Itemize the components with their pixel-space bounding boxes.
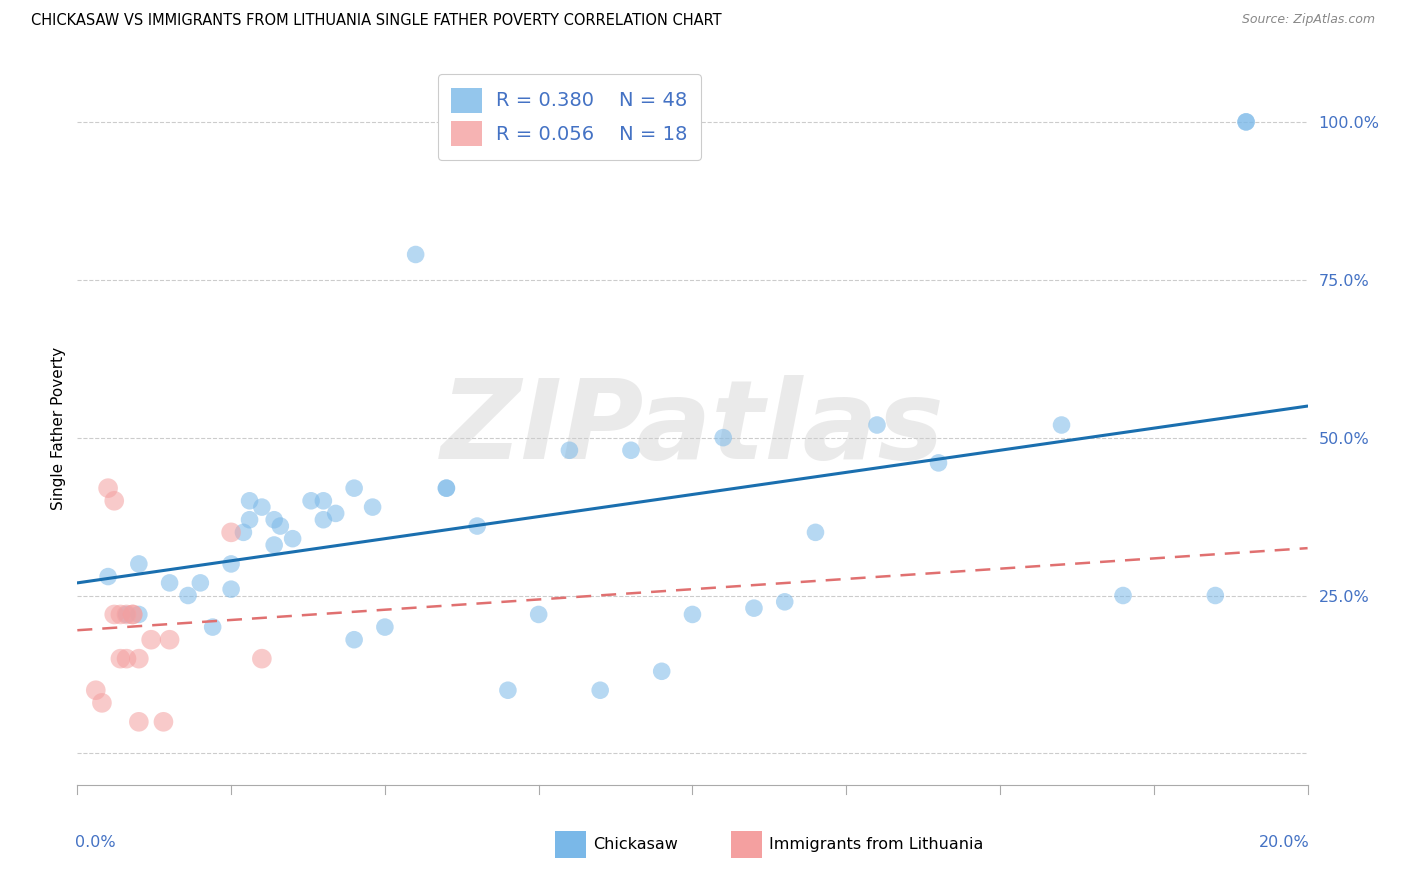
Point <box>110 607 132 622</box>
Point <box>436 481 458 495</box>
Point <box>651 665 673 679</box>
Point <box>128 714 150 729</box>
Point <box>159 632 181 647</box>
Text: Chickasaw: Chickasaw <box>593 838 678 852</box>
Point <box>84 683 107 698</box>
Point <box>1204 589 1226 603</box>
Text: Source: ZipAtlas.com: Source: ZipAtlas.com <box>1241 13 1375 27</box>
Point <box>1112 589 1135 603</box>
Point <box>325 507 347 521</box>
Point <box>928 456 950 470</box>
Point <box>110 651 132 665</box>
Point <box>97 481 120 495</box>
Point <box>711 431 734 445</box>
Point <box>201 620 224 634</box>
Point <box>219 582 242 597</box>
Point <box>128 607 150 622</box>
Point <box>312 493 335 508</box>
Point <box>374 620 396 634</box>
Point <box>269 519 291 533</box>
Point <box>219 525 242 540</box>
Point <box>343 481 366 495</box>
Point <box>219 557 242 571</box>
Point <box>239 493 262 508</box>
Point <box>527 607 550 622</box>
Point <box>263 538 285 552</box>
Point <box>773 595 796 609</box>
Point <box>121 607 143 622</box>
Point <box>115 607 138 622</box>
Point <box>1050 417 1073 432</box>
Point <box>115 651 138 665</box>
Legend: R = 0.380    N = 48, R = 0.056    N = 18: R = 0.380 N = 48, R = 0.056 N = 18 <box>437 74 702 160</box>
Point <box>115 607 138 622</box>
Point <box>804 525 827 540</box>
Point <box>128 557 150 571</box>
Point <box>103 607 125 622</box>
Point <box>152 714 174 729</box>
Point <box>97 569 120 583</box>
Point <box>465 519 488 533</box>
Point <box>103 493 125 508</box>
Point <box>312 513 335 527</box>
Point <box>299 493 322 508</box>
Text: 0.0%: 0.0% <box>75 835 115 850</box>
Text: 20.0%: 20.0% <box>1260 835 1310 850</box>
Point <box>281 532 304 546</box>
Point <box>1234 115 1257 129</box>
Point <box>250 500 273 514</box>
Point <box>121 607 143 622</box>
Point <box>188 575 212 590</box>
Point <box>90 696 114 710</box>
Point <box>682 607 704 622</box>
Point <box>343 632 366 647</box>
Text: Immigrants from Lithuania: Immigrants from Lithuania <box>769 838 983 852</box>
Point <box>1234 115 1257 129</box>
Point <box>159 575 181 590</box>
Point <box>742 601 765 615</box>
Point <box>558 443 581 458</box>
Point <box>128 651 150 665</box>
Point <box>405 247 427 261</box>
Point <box>232 525 254 540</box>
Point <box>239 513 262 527</box>
Point <box>141 632 163 647</box>
Y-axis label: Single Father Poverty: Single Father Poverty <box>51 347 66 509</box>
Point <box>866 417 889 432</box>
Point <box>263 513 285 527</box>
Point <box>496 683 519 698</box>
Text: ZIPatlas: ZIPatlas <box>440 375 945 482</box>
Point <box>177 589 200 603</box>
Point <box>250 651 273 665</box>
Point <box>620 443 643 458</box>
Text: CHICKASAW VS IMMIGRANTS FROM LITHUANIA SINGLE FATHER POVERTY CORRELATION CHART: CHICKASAW VS IMMIGRANTS FROM LITHUANIA S… <box>31 13 721 29</box>
Point <box>361 500 384 514</box>
Point <box>436 481 458 495</box>
Point <box>589 683 612 698</box>
